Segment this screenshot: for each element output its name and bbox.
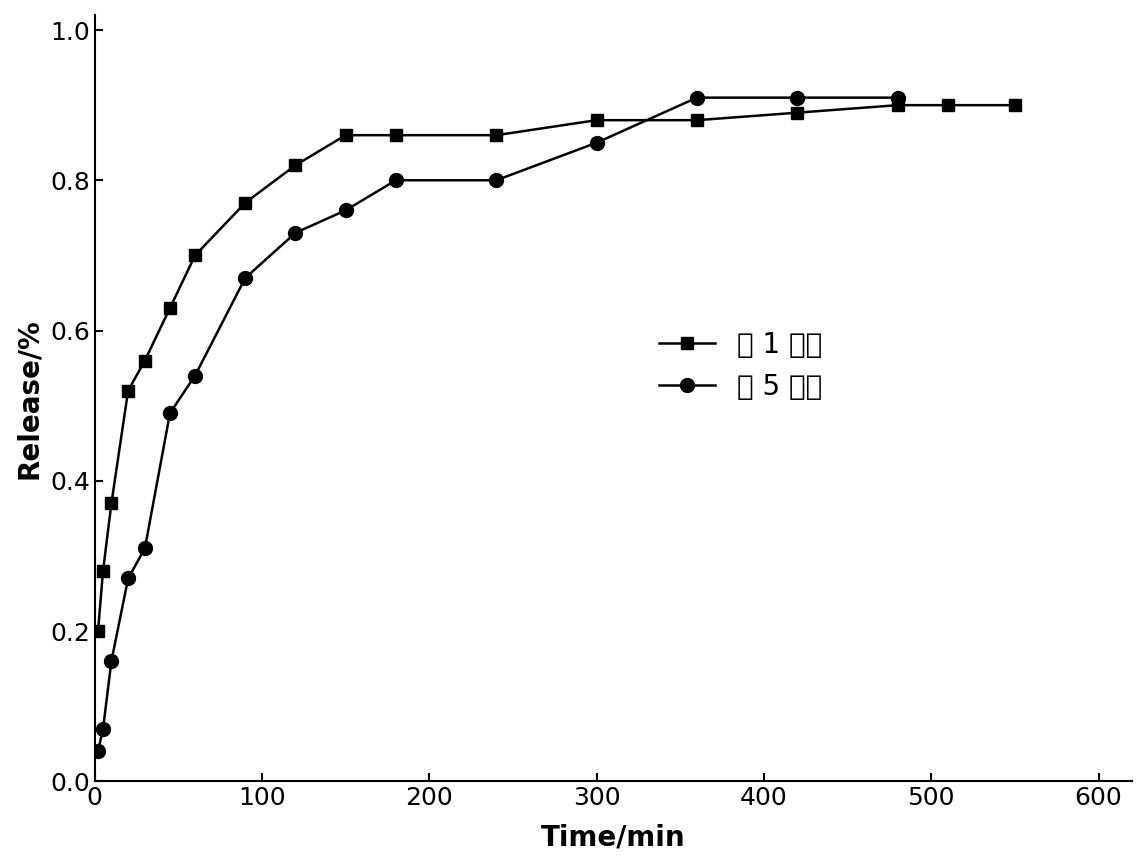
- 例 5 样品: [104, 655, 118, 666]
- 例 5 样品: [163, 408, 177, 419]
- 例 1 样品: [690, 115, 704, 126]
- Line: 例 1 样品: 例 1 样品: [92, 99, 1021, 637]
- 例 1 样品: [104, 499, 118, 509]
- 例 5 样品: [690, 93, 704, 103]
- 例 5 样品: [289, 228, 303, 238]
- 例 5 样品: [891, 93, 905, 103]
- Legend: 例 1 样品, 例 5 样品: 例 1 样品, 例 5 样品: [648, 320, 833, 412]
- 例 1 样品: [490, 130, 504, 140]
- Line: 例 5 样品: 例 5 样品: [91, 91, 905, 758]
- 例 1 样品: [289, 160, 303, 171]
- 例 5 样品: [490, 175, 504, 186]
- 例 5 样品: [138, 543, 151, 553]
- X-axis label: Time/min: Time/min: [541, 824, 686, 852]
- 例 5 样品: [122, 573, 135, 583]
- 例 5 样品: [188, 370, 202, 381]
- 例 5 样品: [91, 746, 104, 756]
- 例 1 样品: [790, 108, 804, 118]
- 例 1 样品: [239, 198, 252, 208]
- 例 1 样品: [338, 130, 352, 140]
- 例 1 样品: [891, 100, 905, 110]
- 例 5 样品: [338, 205, 352, 216]
- 例 1 样品: [389, 130, 403, 140]
- 例 1 样品: [122, 386, 135, 396]
- 例 5 样品: [96, 723, 110, 733]
- 例 1 样品: [163, 303, 177, 313]
- 例 1 样品: [1008, 100, 1022, 110]
- 例 5 样品: [790, 93, 804, 103]
- 例 5 样品: [239, 273, 252, 284]
- 例 1 样品: [590, 115, 603, 126]
- 例 1 样品: [941, 100, 954, 110]
- 例 5 样品: [389, 175, 403, 186]
- 例 1 样品: [138, 355, 151, 366]
- 例 1 样品: [96, 565, 110, 576]
- 例 1 样品: [188, 251, 202, 261]
- 例 1 样品: [91, 626, 104, 636]
- 例 5 样品: [590, 138, 603, 148]
- Y-axis label: Release/%: Release/%: [15, 317, 42, 479]
